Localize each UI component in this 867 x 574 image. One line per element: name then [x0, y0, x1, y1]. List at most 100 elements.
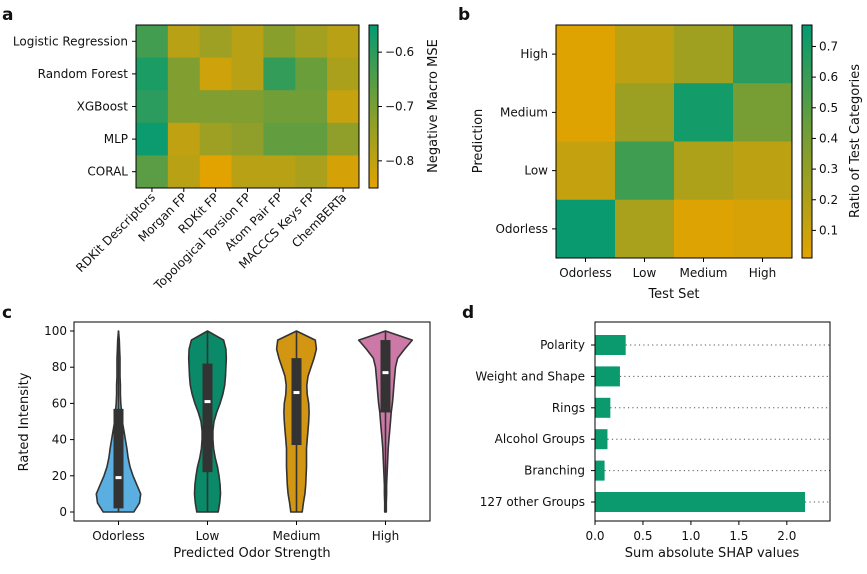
panel-d-bar [595, 429, 608, 450]
panel-a-cell [263, 155, 296, 189]
panel-b-colorbar-tick-label: 0.6 [819, 70, 838, 84]
panel-d-x-ticks: 0.0 0.5 1.0 1.5 2.0 [585, 521, 796, 543]
panel-a-cell [295, 90, 328, 124]
panel-d-x-tick-label: 0.0 [585, 529, 604, 543]
panel-d-bar [595, 366, 620, 387]
panel-a-row-label: MLP [104, 132, 128, 146]
panel-a-cell [167, 90, 201, 124]
panel-a-cell [263, 25, 296, 59]
panel-b-column-label: Low [633, 266, 657, 280]
panel-b-cell [615, 83, 675, 142]
panel-a-cell [295, 57, 328, 91]
panel-c-y-tick-label: 100 [44, 324, 67, 338]
panel-c-iqr-box [380, 340, 391, 413]
panel-b-label: b [458, 5, 470, 25]
panel-a-cell [167, 155, 201, 189]
panel-c-xlabel: Predicted Odor Strength [173, 546, 330, 561]
panel-a-colorbar-ticks: −0.6 −0.7 −0.8 [378, 45, 414, 168]
panel-b-ylabel: Prediction [471, 109, 486, 174]
panel-a-cell [231, 155, 264, 189]
panel-d-bars [595, 335, 830, 512]
panel-b-row-ticks: High Medium Low Odorless [495, 47, 556, 236]
panel-b-frame [555, 24, 793, 259]
panel-b-cell [556, 199, 616, 259]
panel-b-cell [615, 199, 675, 259]
panel-a-cell [136, 25, 169, 59]
panel-a-cell [231, 90, 264, 124]
panel-a-row-label: Random Forest [38, 67, 129, 81]
panel-d-bar [595, 492, 806, 512]
panel-d-y-tick-label: 127 other Groups [480, 495, 585, 509]
panel-b-column-label: Medium [680, 266, 728, 280]
panel-a-cell [327, 155, 360, 189]
panel-b-cell [615, 25, 675, 84]
panel-c-ylabel: Rated Intensity [17, 372, 32, 471]
panel-d-xlabel: Sum absolute SHAP values [625, 546, 800, 561]
panel-a-colorbar-tick-label: −0.7 [385, 100, 414, 114]
panel-c-y-tick-label: 20 [52, 469, 67, 483]
panel-d-bar [595, 397, 611, 418]
panel-a-cell [199, 57, 233, 91]
panel-b-row-label: Medium [500, 105, 548, 119]
panel-d-x-tick-label: 1.5 [729, 529, 748, 543]
panel-a-cell [231, 122, 264, 156]
panel-d-x-tick-label: 2.0 [777, 529, 796, 543]
panel-b-row-label: Low [524, 164, 548, 178]
panel-b-colorbar-tick-label: 0.3 [819, 162, 838, 176]
panel-a-row-ticks: Logistic Regression Random Forest XGBoost M… [13, 34, 136, 179]
panel-b-column-ticks: Odorless Low Medium High [559, 258, 776, 280]
panel-b-colorbar-tick-label: 0.5 [819, 101, 838, 115]
panel-c-y-tick-label: 80 [52, 360, 67, 374]
panel-c-frame [73, 321, 431, 522]
panel-b-cell [733, 141, 793, 201]
panel-b-cell [556, 141, 616, 201]
panel-a-cell [327, 57, 360, 91]
panel-a-cell [231, 57, 264, 91]
panel-d-y-tick-label: Alcohol Groups [495, 432, 585, 446]
panel-b-cell [556, 25, 616, 84]
panel-c-median-marker [293, 391, 300, 395]
panel-d-y-ticks: Polarity Weight and Shape Rings Alcohol Gro… [475, 338, 595, 509]
panel-b-cell [733, 199, 793, 259]
panel-c-y-tick-label: 60 [52, 396, 67, 410]
panel-a-label: a [2, 5, 13, 25]
panel-a-cell [199, 90, 233, 124]
panel-a-cell [327, 122, 360, 156]
panel-a-colorbar [368, 24, 379, 189]
panel-b-row-label: Odorless [495, 222, 548, 236]
panel-a-cell [263, 90, 296, 124]
panel-b-cell [733, 25, 793, 84]
panel-a-cell [167, 122, 201, 156]
panel-a-colorbar-tick-label: −0.8 [385, 154, 414, 168]
panel-b-heatmap-cells [556, 25, 793, 259]
panel-b-cell [556, 83, 616, 142]
panel-a-cell [263, 57, 296, 91]
panel-a-cell [295, 155, 328, 189]
panel-a: a Logistic Regression Random Forest XGBoos… [2, 5, 441, 293]
panel-c-y-tick-label: 40 [52, 433, 67, 447]
panel-b-colorbar-tick-label: 0.2 [819, 193, 838, 207]
panel-b-colorbar [801, 24, 813, 259]
panel-b-colorbar-tick-label: 0.1 [819, 223, 838, 237]
panel-d-x-tick-label: 1.0 [681, 529, 700, 543]
panel-a-cell [199, 122, 233, 156]
panel-a-row-label: XGBoost [77, 100, 129, 114]
panel-b-colorbar-tick-label: 0.7 [819, 39, 838, 53]
panel-d-y-tick-label: Weight and Shape [475, 369, 585, 383]
panel-b-cell [674, 141, 734, 201]
panel-b-column-label: High [749, 266, 777, 280]
panel-d-label: d [462, 303, 474, 323]
panel-c-y-tick-label: 0 [59, 505, 67, 519]
panel-d-y-tick-label: Rings [552, 401, 585, 415]
panel-b-colorbar-ticks: 0.1 0.2 0.3 0.4 0.5 0.6 0.7 [812, 39, 838, 237]
panel-c-iqr-box [291, 358, 302, 446]
panel-c-label: c [2, 303, 12, 323]
panel-c-x-tick-label: Medium [273, 529, 321, 543]
panel-a-cell [327, 90, 360, 124]
panel-b-cell [615, 141, 675, 201]
panel-c-median-marker [115, 476, 122, 480]
panel-a-cell [199, 25, 233, 59]
panel-c-median-marker [382, 371, 389, 375]
panel-c-iqr-box [202, 363, 213, 473]
